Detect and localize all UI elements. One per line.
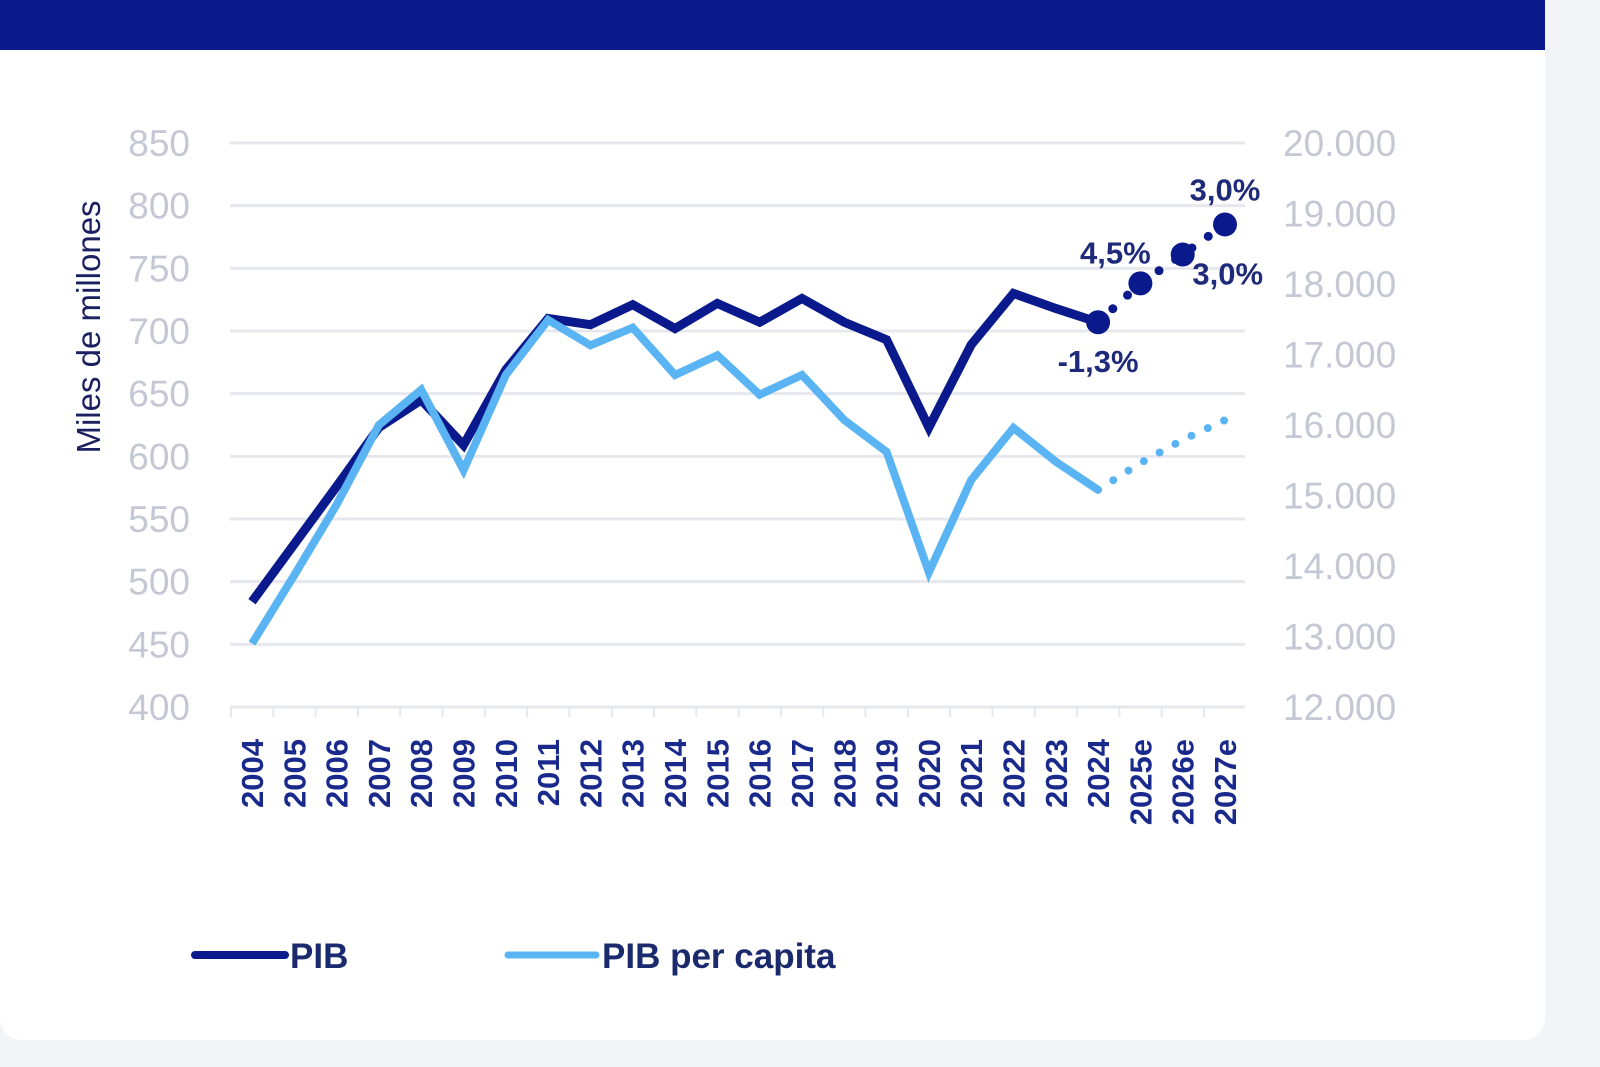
y-left-tick-label: 750 [128, 248, 190, 289]
series-line-pib-per-capita [248, 314, 1101, 646]
growth-annotation: 4,5% [1080, 235, 1151, 270]
x-tick-label: 2015 [700, 739, 735, 808]
y-left-tick-label: 800 [128, 186, 190, 227]
y-left-tick-label: 650 [128, 374, 190, 415]
x-tick-label: 2016 [743, 739, 778, 808]
y-right-tick-label: 14.000 [1283, 546, 1396, 587]
y-left-tick-label: 500 [128, 562, 190, 603]
y-axis-title: Miles de millones [70, 200, 107, 453]
y-right-tick-label: 17.000 [1283, 335, 1396, 376]
y-left-tick-label: 400 [128, 687, 190, 728]
x-tick-label: 2017 [785, 739, 820, 808]
y-right-tick-label: 19.000 [1283, 194, 1396, 235]
x-tick-label: 2022 [996, 739, 1031, 808]
y-right-tick-label: 12.000 [1283, 687, 1396, 728]
legend-label-pib: PIB [290, 937, 348, 976]
x-tick-label: 2023 [1039, 739, 1074, 808]
y-left-tick-label: 450 [128, 624, 190, 665]
x-tick-label: 2006 [320, 739, 355, 808]
x-tick-label: 2004 [235, 738, 270, 808]
x-tick-label: 2024 [1081, 738, 1116, 808]
y-right-tick-label: 20.000 [1283, 123, 1396, 164]
x-tick-label: 2010 [489, 739, 524, 808]
x-tick-label: 2008 [404, 739, 439, 808]
y-right-tick-label: 18.000 [1283, 264, 1396, 305]
x-tick-label: 2009 [447, 739, 482, 808]
y-left-tick-label: 850 [128, 123, 190, 164]
growth-annotation: -1,3% [1058, 344, 1139, 379]
x-tick-label: 2027e [1208, 739, 1243, 825]
forecast-marker [1128, 271, 1153, 296]
x-tick-label: 2011 [531, 739, 566, 806]
header-bar [0, 0, 1545, 50]
forecast-line-pib-per-capita [1094, 416, 1229, 494]
x-tick-label: 2013 [616, 739, 651, 808]
legend-label-pib-per-capita: PIB per capita [602, 937, 836, 976]
x-tick-label: 2025e [1123, 739, 1158, 825]
x-tick-label: 2018 [827, 739, 862, 808]
x-tick-label: 2026e [1166, 739, 1201, 825]
x-tick-label: 2021 [954, 739, 989, 808]
x-tick-label: 2020 [912, 739, 947, 808]
growth-annotation: 3,0% [1192, 257, 1263, 292]
y-right-tick-label: 13.000 [1283, 617, 1396, 658]
y-left-tick-label: 600 [128, 436, 190, 477]
x-tick-label: 2007 [362, 739, 397, 808]
legend: PIB PIB per capita [191, 937, 836, 976]
forecast-marker [1086, 310, 1111, 335]
forecast-line-pib [1093, 219, 1230, 327]
forecast-marker [1170, 242, 1195, 267]
y-left-tick-label: 700 [128, 311, 190, 352]
series-line-pib [248, 288, 1100, 605]
growth-annotation: 3,0% [1190, 172, 1261, 207]
plot-area: 850 800 750 700 650 600 550 500 450 400 20.000 19.0… [128, 123, 1396, 825]
x-tick-label: 2014 [658, 738, 693, 808]
x-tick-label: 2005 [277, 739, 312, 808]
y-left-tick-label: 550 [128, 499, 190, 540]
forecast-marker [1213, 212, 1237, 237]
x-tick-label: 2019 [870, 739, 905, 808]
y-right-tick-label: 16.000 [1283, 405, 1396, 446]
x-tick-label: 2012 [573, 739, 608, 808]
y-right-tick-label: 15.000 [1283, 476, 1396, 517]
